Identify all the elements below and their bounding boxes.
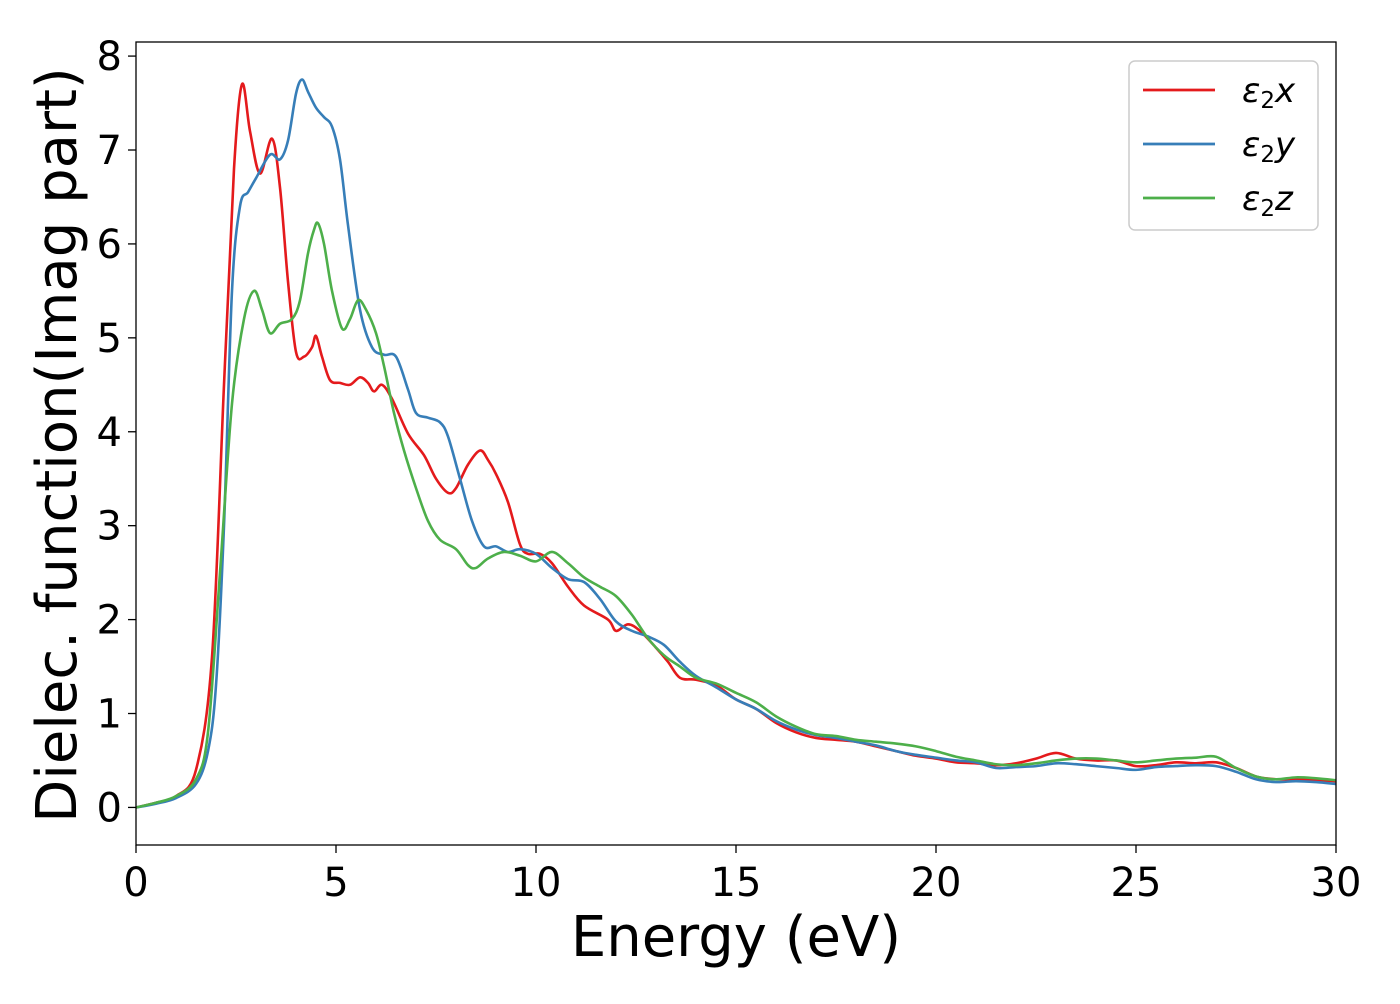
legend-label-x: ε2x bbox=[1242, 71, 1296, 114]
x-tick-label: 20 bbox=[911, 860, 962, 906]
axes: 0 5 10 15 20 25 30 0 1 2 3 4 5 6 7 8 bbox=[97, 34, 1362, 906]
x-tick-label: 15 bbox=[711, 860, 762, 906]
legend-label-z: ε2z bbox=[1242, 179, 1294, 222]
y-tick-label: 6 bbox=[97, 222, 122, 268]
x-axis-title: Energy (eV) bbox=[571, 905, 901, 970]
series-line-y bbox=[136, 78, 1336, 809]
x-tick-label: 0 bbox=[123, 860, 148, 906]
legend-frame bbox=[1128, 60, 1319, 231]
y-tick-label: 7 bbox=[97, 128, 122, 174]
y-tick-label: 3 bbox=[97, 504, 122, 550]
y-tick-label: 0 bbox=[97, 785, 122, 831]
x-tick-label: 10 bbox=[511, 860, 562, 906]
legend: ε2x ε2y ε2z bbox=[1128, 60, 1319, 231]
x-tick-label: 5 bbox=[323, 860, 348, 906]
y-tick-label: 1 bbox=[97, 692, 122, 738]
x-tick-label: 25 bbox=[1111, 860, 1162, 906]
x-tick-label: 30 bbox=[1311, 860, 1362, 906]
y-axis-title: Dielec. function(Imag part) bbox=[25, 67, 90, 823]
y-tick-label: 8 bbox=[97, 34, 122, 80]
y-tick-label: 2 bbox=[97, 598, 122, 644]
y-tick-label: 4 bbox=[97, 410, 122, 456]
series-line-x bbox=[136, 82, 1336, 809]
plot-area bbox=[136, 78, 1336, 809]
series-line-z bbox=[136, 221, 1336, 809]
legend-label-y: ε2y bbox=[1242, 125, 1296, 168]
y-tick-label: 5 bbox=[97, 316, 122, 362]
legend-entries: ε2x ε2y ε2z bbox=[1143, 71, 1296, 222]
